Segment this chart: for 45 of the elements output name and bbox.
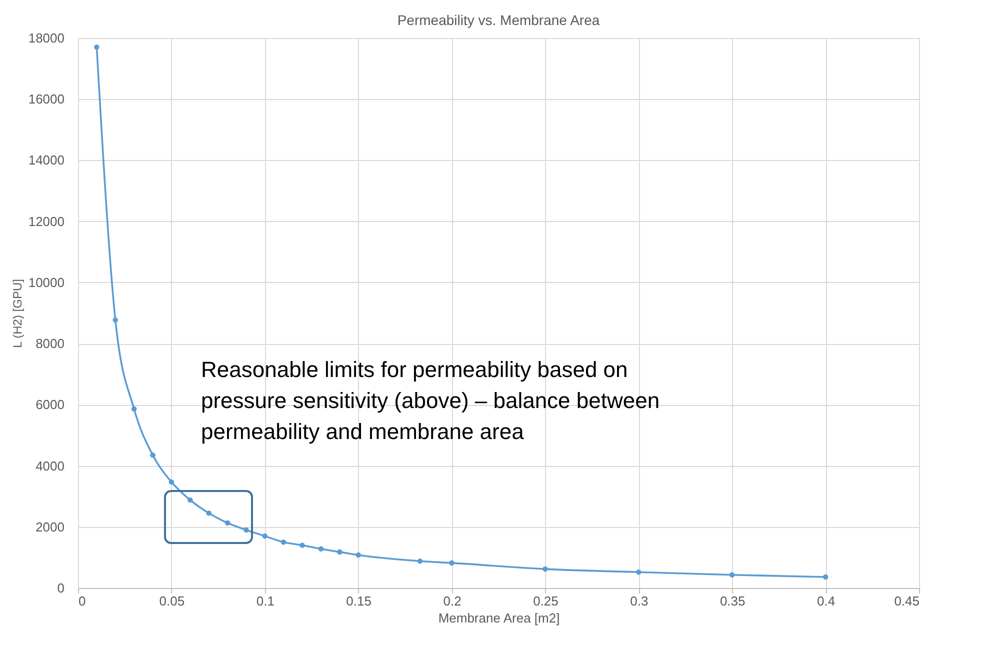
x-tick-label: 0.45 [894,594,920,608]
y-tick-label: 10000 [28,274,64,290]
point [224,520,230,526]
x-tick-label: 0.2 [443,594,462,608]
y-tick-label: 18000 [28,30,64,46]
y-tick-label: 16000 [28,92,64,107]
point [262,533,268,539]
point [300,542,305,548]
point [187,497,193,503]
x-tick-label: 0 [78,594,86,608]
x-tick-label: 0.4 [817,594,836,608]
x-tick-label: 0.15 [346,594,372,608]
point [542,566,548,572]
point [150,452,156,458]
y-tick-label: 2000 [36,519,64,534]
x-tick-label: 0.35 [720,594,746,608]
point [337,549,342,555]
point [729,572,735,578]
x-tick-label: 0.1 [256,594,274,608]
y-tick-label: 4000 [36,458,64,474]
point [449,560,454,566]
y-tick-label: 0 [57,580,64,596]
point [280,540,286,545]
point [206,510,212,516]
point [168,479,174,485]
point [131,406,137,412]
y-axis-title: L (H2) [GPU] [10,279,24,348]
x-tick-label: 0.3 [630,594,648,608]
point [112,317,118,323]
y-tick-label: 12000 [28,214,64,229]
y-tick-label: 8000 [36,336,64,352]
point [417,558,423,564]
x-tick-label: 0.05 [159,594,185,608]
point [318,546,324,552]
y-tick-label: 6000 [36,397,64,412]
point [356,552,361,558]
annotation: Reasonable limits for permeability based on pressure sensitivity (above) – balance between permeability and membrane area [201,357,660,444]
x-axis-title: Membrane Area [m2] [438,610,560,626]
x-tick-label: 0.25 [533,594,558,608]
chart-title: Permeability vs. Membrane Area [397,12,600,28]
point [244,527,249,533]
point [822,574,828,580]
point [94,44,100,50]
y-tick-label: 14000 [28,152,64,168]
point [636,569,642,575]
